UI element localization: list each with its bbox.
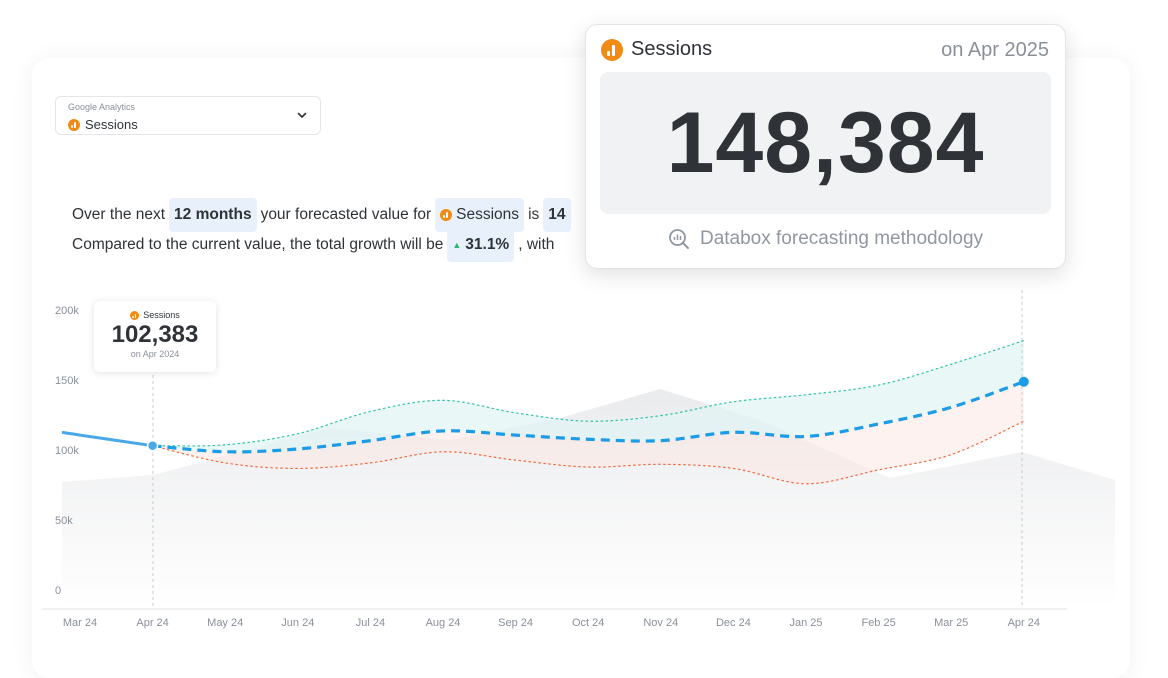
x-tick-label: Jun 24 — [281, 617, 314, 629]
summary-text: Compared to the current value, the total… — [72, 236, 444, 253]
selected-metric-label: Sessions — [85, 117, 138, 132]
popup-value-box: 148,384 — [600, 72, 1051, 214]
series-actual-line — [61, 430, 153, 448]
series-upper-line — [152, 340, 1024, 447]
x-tick-label: Feb 25 — [861, 617, 895, 629]
methodology-link-label: Databox forecasting methodology — [699, 228, 984, 249]
forecast-value-popup: Sessions on Apr 2025 148,384 Databox for… — [585, 24, 1066, 269]
metric-selector[interactable]: Google Analytics Sessions — [55, 96, 321, 135]
summary-line-1: Over the next 12 months your forecasted … — [72, 198, 571, 232]
forecast-summary: Over the next 12 months your forecasted … — [72, 198, 571, 262]
x-tick-label: Jan 25 — [789, 617, 822, 629]
x-tick-label: Apr 24 — [136, 617, 168, 629]
y-tick-label: 150k — [55, 375, 79, 387]
popup-value: 148,384 — [666, 94, 985, 191]
google-analytics-icon — [440, 209, 453, 221]
methodology-link[interactable]: Databox forecasting methodology — [586, 228, 1065, 250]
point-forecast-end[interactable] — [1018, 376, 1029, 387]
growth-value: 31.1% — [465, 236, 510, 253]
popup-header: Sessions — [601, 38, 712, 61]
popup-metric: Sessions — [631, 38, 713, 60]
x-tick-label: Nov 24 — [643, 617, 678, 629]
arrow-up-icon: ▲ — [452, 240, 462, 250]
summary-line-2: Compared to the current value, the total… — [72, 228, 571, 262]
x-tick-label: Jul 24 — [356, 617, 385, 629]
x-tick-label: Mar 25 — [934, 617, 968, 629]
tooltip-metric: Sessions — [94, 310, 216, 320]
series-forecast-line — [152, 380, 1025, 454]
popup-date: on Apr 2025 — [941, 39, 1049, 61]
data-source-label: Google Analytics — [68, 102, 136, 112]
point-current[interactable] — [146, 439, 159, 452]
forecast-value-pill: 14 — [543, 198, 571, 232]
period-pill: 12 months — [169, 198, 257, 232]
y-tick-label: 100k — [55, 445, 79, 457]
tooltip-metric-label: Sessions — [143, 310, 180, 320]
selected-metric: Sessions — [68, 117, 138, 132]
x-tick-label: Sep 24 — [498, 617, 533, 629]
x-tick-label: Mar 24 — [63, 617, 97, 629]
summary-text: is — [528, 206, 540, 223]
google-analytics-icon — [130, 310, 140, 320]
y-tick-label: 50k — [55, 515, 73, 527]
metric-pill: Sessions — [435, 198, 525, 232]
chevron-down-icon — [297, 112, 307, 118]
x-tick-label: Apr 24 — [1008, 617, 1040, 629]
growth-pill: ▲ 31.1% — [447, 228, 515, 262]
upper-confidence-band — [152, 340, 1024, 452]
magnifier-chart-icon — [669, 229, 689, 249]
summary-text: Over the next — [72, 206, 166, 223]
lower-confidence-band — [152, 381, 1024, 484]
y-tick-label: 0 — [55, 585, 61, 597]
x-tick-label: Dec 24 — [716, 617, 751, 629]
tooltip-date: on Apr 2024 — [130, 349, 180, 359]
x-tick-label: Aug 24 — [426, 617, 461, 629]
google-analytics-icon — [68, 118, 80, 131]
summary-text: your forecasted value for — [260, 206, 432, 223]
x-tick-label: May 24 — [207, 617, 243, 629]
tooltip-value: 102,383 — [111, 321, 199, 348]
hover-tooltip: Sessions 102,383 on Apr 2024 — [94, 301, 216, 372]
metric-pill-label: Sessions — [456, 206, 520, 223]
forecast-chart: 200k 150k 100k 50k 0 Mar 24 Apr 24 May 24 Jun 2… — [42, 290, 1115, 629]
y-tick-label: 200k — [55, 305, 79, 317]
summary-text: , with — [518, 236, 555, 253]
x-tick-label: Oct 24 — [572, 617, 604, 629]
google-analytics-icon — [601, 38, 623, 61]
